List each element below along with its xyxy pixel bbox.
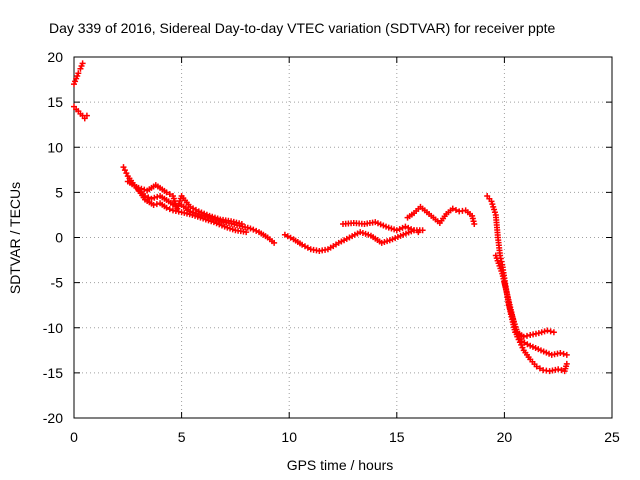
data-point bbox=[541, 328, 548, 335]
series-arc-4 bbox=[124, 178, 250, 236]
data-point bbox=[419, 227, 426, 234]
data-point bbox=[536, 365, 543, 372]
x-tick-label: 10 bbox=[281, 429, 297, 445]
data-point bbox=[247, 225, 254, 232]
series-arc-5 bbox=[135, 182, 245, 227]
data-point bbox=[163, 189, 170, 196]
y-tick-label: 20 bbox=[47, 49, 63, 65]
data-point bbox=[75, 70, 82, 77]
series-arc-8 bbox=[404, 203, 478, 227]
x-tick-label: 5 bbox=[178, 429, 186, 445]
y-tick-label: 5 bbox=[55, 184, 63, 200]
data-point bbox=[408, 226, 415, 233]
series-arc-6 bbox=[281, 227, 426, 255]
data-point bbox=[399, 224, 406, 231]
data-point bbox=[557, 350, 564, 357]
data-point bbox=[560, 350, 567, 357]
data-points bbox=[71, 60, 570, 375]
data-point bbox=[520, 333, 527, 340]
data-point bbox=[550, 329, 557, 336]
x-tick-label: 0 bbox=[70, 429, 78, 445]
series-arc-7 bbox=[340, 219, 422, 236]
data-point bbox=[154, 193, 161, 200]
data-point bbox=[138, 185, 145, 192]
data-point bbox=[166, 191, 173, 198]
data-point bbox=[250, 226, 257, 233]
data-point bbox=[411, 227, 418, 234]
chart-title: Day 339 of 2016, Sidereal Day-to-day VTE… bbox=[49, 20, 556, 36]
data-point bbox=[396, 226, 403, 233]
data-point bbox=[452, 206, 459, 213]
data-point bbox=[533, 363, 540, 370]
data-point bbox=[555, 366, 562, 373]
data-point bbox=[150, 202, 157, 209]
data-point bbox=[243, 229, 250, 236]
data-point bbox=[402, 223, 409, 230]
y-tick-label: 15 bbox=[47, 94, 63, 110]
data-point bbox=[547, 328, 554, 335]
y-tick-label: -20 bbox=[43, 410, 63, 426]
x-tick-label: 20 bbox=[497, 429, 513, 445]
data-point bbox=[123, 170, 130, 177]
data-point bbox=[141, 186, 148, 193]
data-point bbox=[535, 330, 542, 337]
series-arc-9 bbox=[484, 192, 557, 340]
y-tick-label: -5 bbox=[51, 275, 64, 291]
data-point bbox=[163, 204, 170, 211]
y-axis-label: SDTVAR / TECUs bbox=[7, 182, 23, 294]
data-point bbox=[151, 194, 158, 201]
data-point bbox=[563, 360, 570, 367]
series-arc-2 bbox=[71, 103, 90, 122]
series-arc-11 bbox=[501, 279, 570, 375]
data-point bbox=[238, 220, 245, 227]
series-arc-3 bbox=[120, 164, 278, 246]
data-point bbox=[523, 332, 530, 339]
data-point bbox=[393, 227, 400, 234]
data-point bbox=[538, 329, 545, 336]
grid bbox=[74, 57, 612, 418]
x-axis-label: GPS time / hours bbox=[287, 457, 394, 473]
data-point bbox=[405, 224, 412, 231]
y-tick-label: 10 bbox=[47, 139, 63, 155]
data-point bbox=[120, 164, 127, 171]
y-tick-label: 0 bbox=[55, 230, 63, 246]
x-tick-label: 25 bbox=[604, 429, 620, 445]
data-point bbox=[471, 220, 478, 227]
data-point bbox=[449, 205, 456, 212]
y-tick-label: -15 bbox=[43, 365, 63, 381]
data-point bbox=[121, 167, 128, 174]
data-point bbox=[558, 367, 565, 374]
axis-ticks: 0 5 10 15 20 25 -20 -15 -10 -5 0 5 10 15 20 bbox=[43, 49, 620, 445]
data-point bbox=[544, 327, 551, 334]
data-point bbox=[415, 229, 422, 236]
data-point bbox=[271, 239, 278, 246]
data-point bbox=[79, 60, 86, 67]
data-point bbox=[135, 184, 142, 191]
data-point bbox=[83, 112, 90, 119]
x-tick-label: 15 bbox=[389, 429, 405, 445]
data-point bbox=[166, 206, 173, 213]
y-tick-label: -10 bbox=[43, 320, 63, 336]
data-point bbox=[153, 201, 160, 208]
series-arc-1 bbox=[71, 60, 86, 88]
data-point bbox=[253, 227, 260, 234]
data-point bbox=[563, 351, 570, 358]
